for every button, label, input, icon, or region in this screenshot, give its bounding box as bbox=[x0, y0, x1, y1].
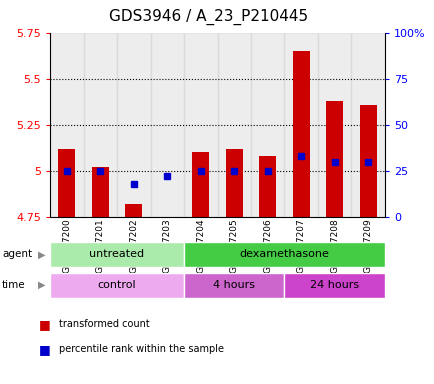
Bar bbox=[125, 204, 142, 217]
Text: agent: agent bbox=[2, 249, 32, 260]
Text: control: control bbox=[98, 280, 136, 290]
Bar bbox=[317, 33, 351, 217]
Text: 24 hours: 24 hours bbox=[309, 280, 358, 290]
Text: ▶: ▶ bbox=[37, 249, 45, 260]
Bar bbox=[284, 33, 317, 217]
Bar bbox=[83, 33, 117, 217]
Text: ▶: ▶ bbox=[37, 280, 45, 290]
Text: time: time bbox=[2, 280, 26, 290]
Bar bbox=[292, 51, 309, 217]
Bar bbox=[184, 273, 284, 298]
Bar bbox=[284, 273, 384, 298]
Text: transformed count: transformed count bbox=[59, 319, 149, 329]
Bar bbox=[50, 33, 83, 217]
Text: ■: ■ bbox=[39, 343, 51, 356]
Text: untreated: untreated bbox=[89, 249, 144, 260]
Bar bbox=[184, 33, 217, 217]
Bar bbox=[225, 149, 242, 217]
Bar bbox=[192, 152, 209, 217]
Bar bbox=[217, 33, 250, 217]
Text: dexamethasone: dexamethasone bbox=[239, 249, 329, 260]
Bar bbox=[50, 242, 184, 267]
Bar bbox=[158, 217, 175, 241]
Bar bbox=[250, 33, 284, 217]
Bar bbox=[58, 149, 75, 217]
Bar bbox=[150, 33, 184, 217]
Bar bbox=[184, 242, 384, 267]
Bar bbox=[259, 156, 276, 217]
Bar bbox=[326, 101, 342, 217]
Text: ■: ■ bbox=[39, 318, 51, 331]
Text: 4 hours: 4 hours bbox=[213, 280, 255, 290]
Bar bbox=[359, 104, 376, 217]
Bar bbox=[50, 273, 184, 298]
Text: percentile rank within the sample: percentile rank within the sample bbox=[59, 344, 223, 354]
Bar bbox=[92, 167, 108, 217]
Bar bbox=[351, 33, 384, 217]
Text: GDS3946 / A_23_P210445: GDS3946 / A_23_P210445 bbox=[109, 9, 308, 25]
Bar bbox=[117, 33, 150, 217]
